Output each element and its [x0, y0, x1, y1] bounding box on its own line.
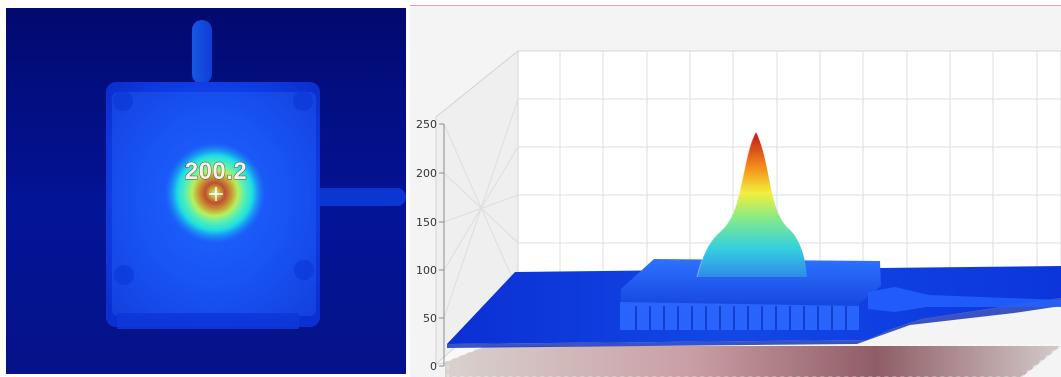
right-cable-surface: [868, 287, 1061, 312]
z-axis-tick-label: 100: [416, 264, 437, 277]
floor-grid: [447, 344, 1061, 377]
thermal-image-view: 200.2: [6, 8, 406, 374]
z-axis-tick-label: 200: [416, 167, 437, 180]
screw-bottom-left: [114, 265, 134, 285]
peak-highlight: [696, 131, 757, 278]
grid-line-diagonal: [443, 123, 519, 292]
hot-spot: [165, 143, 265, 243]
max-temperature-label: 200.2: [185, 158, 248, 185]
surface-plot: 0 50 100 150 200 250: [416, 49, 1061, 377]
screw-bottom-right: [294, 260, 314, 280]
surface-plot-panel: 0 50 100 150 200 250: [410, 5, 1061, 377]
thermal-image: 200.2: [6, 8, 406, 374]
crosshair-icon: [209, 187, 223, 201]
heater-fins: [117, 313, 299, 329]
z-axis-tick-label: 150: [416, 216, 437, 229]
screw-top-right: [293, 91, 313, 111]
z-axis: 0 50 100 150 200 250: [416, 118, 445, 373]
screw-top-left: [113, 91, 133, 111]
plot-floor: [445, 346, 1061, 377]
z-axis-tick-label: 0: [430, 360, 437, 373]
heater-block-surface: [620, 259, 881, 330]
grid-lines: [443, 51, 1061, 319]
z-axis-tick-label: 250: [416, 118, 437, 131]
thermal-cable: [192, 20, 212, 84]
z-axis-tick-label: 50: [423, 312, 437, 325]
thermal-side-cable: [303, 188, 406, 206]
temperature-peak: [697, 132, 807, 277]
hot-spot-ring: [181, 159, 249, 227]
